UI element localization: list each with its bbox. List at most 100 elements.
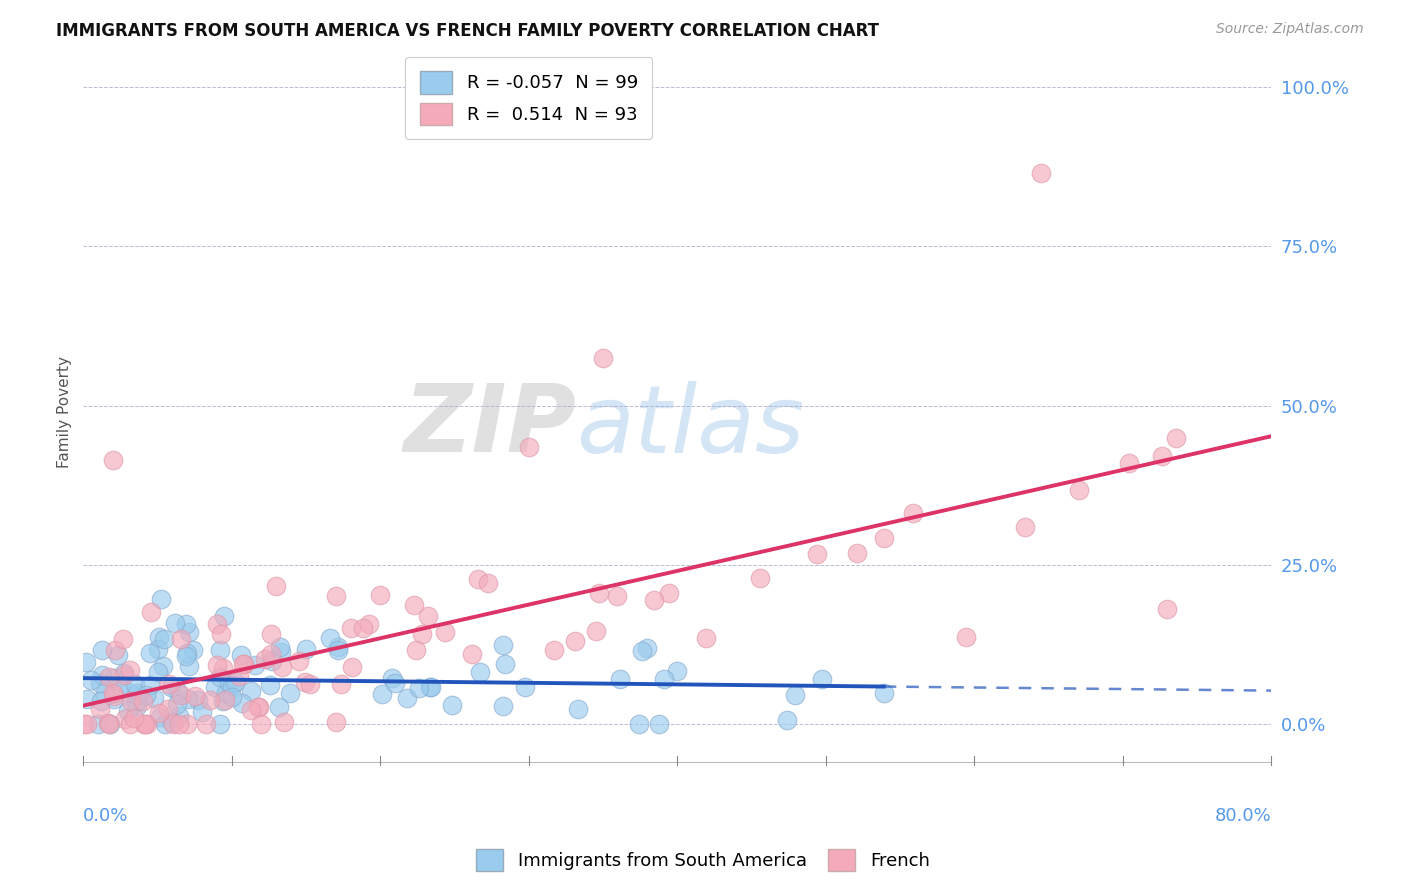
Point — [97, 715, 120, 730]
Point — [127, 686, 149, 700]
Y-axis label: Family Poverty: Family Poverty — [58, 356, 72, 468]
Legend: R = -0.057  N = 99, R =  0.514  N = 93: R = -0.057 N = 99, R = 0.514 N = 93 — [405, 57, 652, 139]
Point — [134, 717, 156, 731]
Point — [648, 717, 671, 731]
Point — [208, 670, 231, 684]
Point — [658, 586, 681, 600]
Point — [246, 700, 269, 714]
Point — [177, 692, 200, 706]
Point — [955, 631, 977, 645]
Point — [278, 685, 301, 699]
Point — [160, 714, 183, 729]
Point — [411, 627, 433, 641]
Point — [132, 694, 155, 708]
Point — [204, 680, 226, 694]
Point — [239, 684, 262, 698]
Point — [652, 672, 675, 686]
Point — [371, 687, 394, 701]
Point — [492, 638, 515, 652]
Point — [111, 632, 134, 646]
Point — [191, 705, 214, 719]
Point — [1029, 166, 1052, 180]
Point — [420, 680, 443, 694]
Point — [139, 646, 162, 660]
Point — [269, 640, 291, 655]
Point — [695, 632, 717, 646]
Point — [138, 677, 160, 691]
Point — [370, 588, 392, 602]
Point — [395, 691, 418, 706]
Point — [212, 608, 235, 623]
Text: 80.0%: 80.0% — [1215, 807, 1271, 825]
Point — [103, 691, 125, 706]
Point — [165, 615, 187, 630]
Point — [419, 680, 441, 694]
Point — [169, 717, 191, 731]
Point — [342, 659, 364, 673]
Point — [94, 686, 117, 700]
Point — [873, 531, 896, 545]
Point — [125, 699, 148, 714]
Point — [89, 675, 111, 690]
Point — [873, 686, 896, 700]
Text: IMMIGRANTS FROM SOUTH AMERICA VS FRENCH FAMILY POVERTY CORRELATION CHART: IMMIGRANTS FROM SOUTH AMERICA VS FRENCH … — [56, 22, 879, 40]
Point — [117, 704, 139, 718]
Point — [381, 671, 404, 685]
Point — [1164, 431, 1187, 445]
Point — [152, 632, 174, 646]
Point — [139, 605, 162, 619]
Point — [160, 680, 183, 694]
Point — [208, 642, 231, 657]
Point — [221, 680, 243, 694]
Point — [319, 632, 342, 646]
Point — [359, 616, 381, 631]
Point — [491, 699, 513, 714]
Point — [628, 717, 651, 731]
Point — [103, 671, 125, 685]
Point — [901, 506, 924, 520]
Point — [775, 713, 797, 727]
Point — [177, 625, 200, 640]
Point — [100, 717, 122, 731]
Point — [231, 648, 253, 662]
Point — [273, 714, 295, 729]
Point — [212, 694, 235, 708]
Point — [254, 652, 277, 666]
Point — [434, 625, 457, 640]
Point — [101, 686, 124, 700]
Point — [404, 599, 426, 613]
Point — [288, 654, 311, 668]
Point — [267, 700, 290, 714]
Point — [440, 698, 463, 712]
Point — [1069, 483, 1091, 497]
Text: ZIP: ZIP — [404, 380, 576, 472]
Point — [405, 642, 427, 657]
Point — [75, 655, 97, 669]
Point — [170, 632, 193, 646]
Point — [112, 665, 135, 680]
Point — [120, 663, 142, 677]
Text: Source: ZipAtlas.com: Source: ZipAtlas.com — [1216, 22, 1364, 37]
Point — [749, 571, 772, 585]
Point — [218, 676, 240, 690]
Point — [114, 712, 136, 726]
Point — [91, 642, 114, 657]
Point — [232, 657, 254, 672]
Point — [156, 702, 179, 716]
Point — [212, 661, 235, 675]
Point — [104, 643, 127, 657]
Point — [408, 681, 430, 695]
Point — [128, 688, 150, 702]
Point — [260, 647, 283, 661]
Point — [1014, 520, 1036, 534]
Point — [117, 685, 139, 699]
Point — [143, 691, 166, 706]
Point — [567, 702, 589, 716]
Point — [494, 657, 516, 671]
Point — [247, 699, 270, 714]
Point — [477, 575, 499, 590]
Point — [205, 657, 228, 672]
Point — [588, 586, 610, 600]
Point — [176, 646, 198, 660]
Point — [198, 692, 221, 706]
